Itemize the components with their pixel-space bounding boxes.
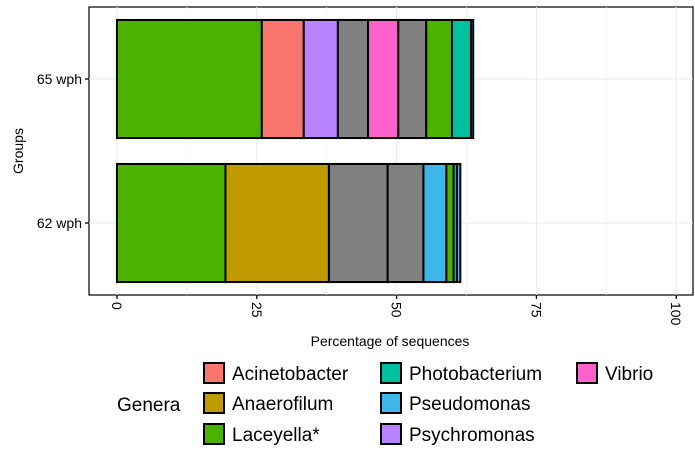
x-tick-label: 100 [668, 302, 684, 326]
x-tick-label: 75 [528, 302, 544, 318]
bars-layer [115, 18, 475, 284]
bar-segment [327, 162, 389, 284]
legend-item: Photobacterium [380, 362, 542, 385]
axes-layer: 65 wph 62 wph 0 25 50 75 100 [37, 71, 684, 326]
legend-item: Acinetobacter [203, 362, 349, 385]
bar-segment [445, 162, 455, 284]
legend-label: Acinetobacter [232, 364, 349, 385]
bar-segment [455, 162, 462, 284]
y-tick-label: 65 wph [37, 71, 82, 87]
legend: Genera Acinetobacter Anaerofilum Laceyella… [117, 362, 653, 446]
legend-label: Laceyella* [232, 425, 320, 446]
legend-item: Laceyella* [203, 423, 320, 446]
x-axis-title: Percentage of sequences [311, 333, 470, 349]
legend-item: Psychromonas [380, 423, 535, 446]
bar-segment [302, 18, 339, 140]
y-tick-label: 62 wph [37, 215, 82, 231]
x-tick-label: 25 [249, 302, 265, 318]
bar-segment [224, 162, 330, 284]
legend-swatch [576, 362, 598, 384]
legend-swatch [380, 423, 402, 445]
legend-label: Psychromonas [409, 425, 535, 446]
bar-segment [260, 18, 305, 140]
bar-segment [115, 18, 263, 140]
legend-label: Vibrio [605, 364, 653, 385]
legend-label: Pseudomonas [409, 394, 530, 415]
x-tick-label: 0 [109, 302, 125, 310]
legend-swatch [203, 362, 225, 384]
legend-swatch [380, 392, 402, 414]
bar-segment [422, 162, 448, 284]
legend-item: Pseudomonas [380, 392, 530, 415]
legend-swatch [203, 423, 225, 445]
y-axis-title: Groups [10, 128, 26, 174]
legend-item: Anaerofilum [203, 392, 333, 415]
bar-segment [367, 18, 400, 140]
bar-segment [397, 18, 428, 140]
bar-segment [425, 18, 453, 140]
x-tick-label: 50 [389, 302, 405, 318]
bar-segment [115, 162, 227, 284]
bar-segment [386, 162, 425, 284]
legend-label: Photobacterium [409, 364, 542, 385]
legend-label: Anaerofilum [232, 394, 333, 415]
bar-segment [469, 18, 475, 140]
legend-title: Genera [117, 395, 181, 416]
bar-segment [336, 18, 370, 140]
legend-swatch [380, 362, 402, 384]
legend-swatch [203, 392, 225, 414]
legend-item: Vibrio [576, 362, 653, 385]
bar-segment [450, 18, 472, 140]
